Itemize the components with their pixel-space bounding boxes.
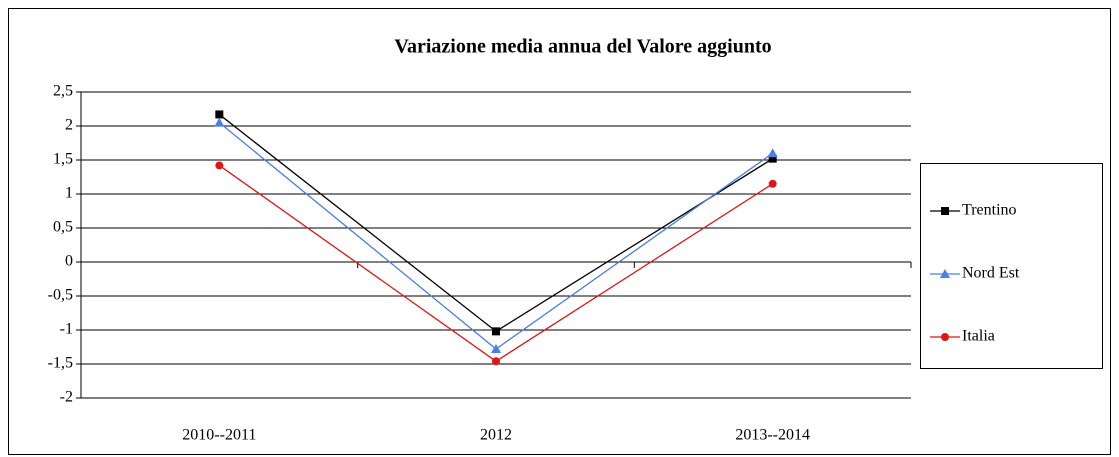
legend-label: Nord Est xyxy=(962,265,1020,282)
y-tick-label: -0,5 xyxy=(48,287,73,304)
data-point xyxy=(492,327,500,336)
data-point xyxy=(767,148,778,158)
y-tick-label: 1,5 xyxy=(53,151,73,168)
legend-label: Trentino xyxy=(962,202,1017,219)
y-tick-label: 0 xyxy=(65,253,73,270)
y-tick-label: 1 xyxy=(65,185,73,202)
data-point xyxy=(215,110,224,119)
y-tick-label: -1,5 xyxy=(48,355,73,372)
y-tick-label: 2,5 xyxy=(53,83,73,100)
data-point xyxy=(214,117,225,127)
chart-title: Variazione media annua del Valore aggiun… xyxy=(394,36,771,58)
y-tick-label: -1 xyxy=(60,321,73,338)
legend-marker xyxy=(941,207,949,215)
y-tick-label: 0,5 xyxy=(53,219,73,236)
legend-label: Italia xyxy=(962,328,995,345)
y-tick-label: 2 xyxy=(65,117,73,134)
legend-marker xyxy=(941,333,949,341)
x-tick-label: 2010--2011 xyxy=(182,427,256,444)
legend-marker xyxy=(940,269,950,278)
data-point xyxy=(768,179,777,188)
x-tick-label: 2012 xyxy=(480,427,512,444)
data-point xyxy=(215,161,224,170)
legend-box xyxy=(920,163,1103,369)
data-point xyxy=(491,344,501,354)
data-point xyxy=(492,357,500,366)
x-tick-label: 2013--2014 xyxy=(735,427,810,444)
y-tick-label: -2 xyxy=(60,389,73,406)
data-point xyxy=(768,154,777,163)
